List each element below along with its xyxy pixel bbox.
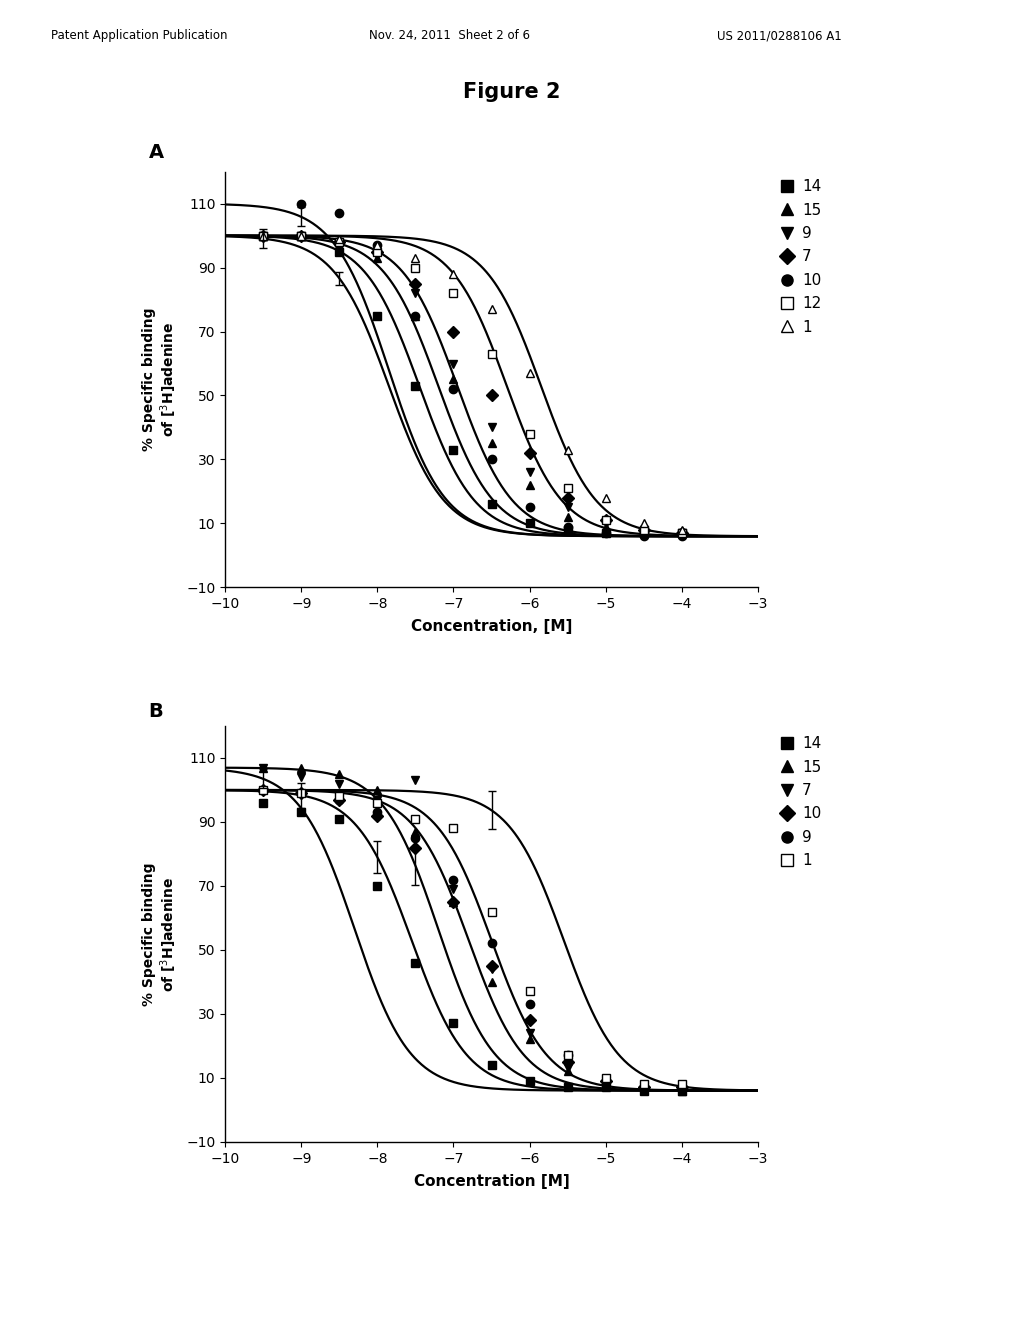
X-axis label: Concentration, [M]: Concentration, [M] (411, 619, 572, 635)
X-axis label: Concentration [M]: Concentration [M] (414, 1173, 569, 1189)
Text: B: B (148, 702, 163, 721)
Y-axis label: % Specific binding
of [$^3$H]adenine: % Specific binding of [$^3$H]adenine (141, 862, 179, 1006)
Legend: 14, 15, 9, 7, 10, 12, 1: 14, 15, 9, 7, 10, 12, 1 (780, 180, 821, 335)
Legend: 14, 15, 7, 10, 9, 1: 14, 15, 7, 10, 9, 1 (780, 737, 821, 869)
Y-axis label: % Specific binding
of [$^3$H]adenine: % Specific binding of [$^3$H]adenine (141, 308, 179, 451)
Text: A: A (148, 143, 164, 161)
Text: Patent Application Publication: Patent Application Publication (51, 29, 227, 42)
Text: US 2011/0288106 A1: US 2011/0288106 A1 (717, 29, 842, 42)
Text: Figure 2: Figure 2 (463, 82, 561, 102)
Text: Nov. 24, 2011  Sheet 2 of 6: Nov. 24, 2011 Sheet 2 of 6 (369, 29, 529, 42)
